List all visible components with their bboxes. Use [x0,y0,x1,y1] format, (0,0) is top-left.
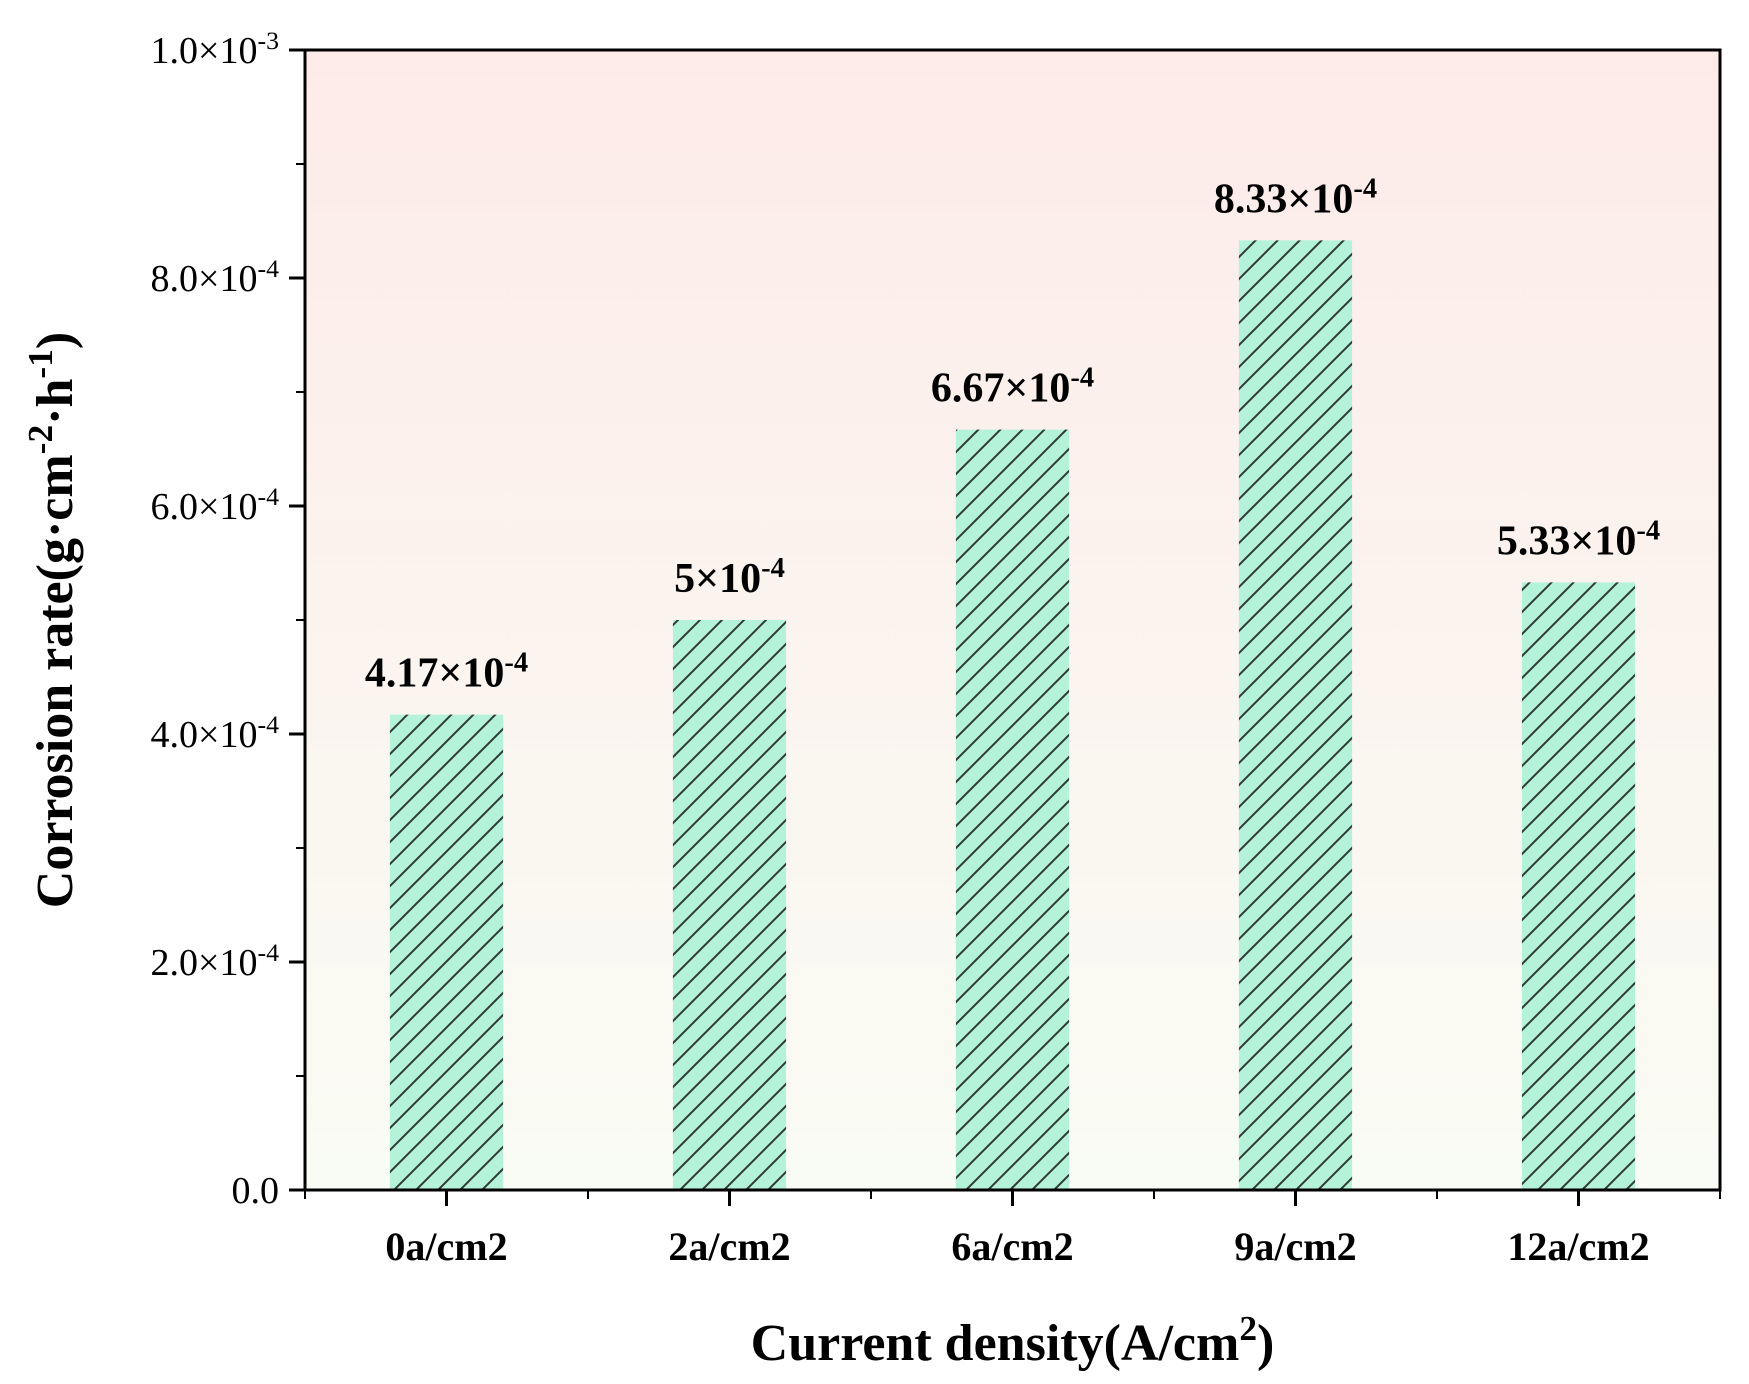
plot-frame [303,48,1722,1192]
y-axis-title: Corrosion rate(g·cm-2·h-1) [20,332,84,908]
y-tick-label-2: 2.0×10-4 [151,938,280,985]
y-tick-label-6: 1.0×10-3 [151,26,279,73]
y-tick-label-4: 6.0×10-4 [151,482,280,529]
data-label-5: 5.33×10-4 [1497,515,1660,565]
bars [389,240,1636,1190]
bar-2 [672,620,787,1190]
data-label-2: 5×10-4 [674,553,785,603]
bar-3 [955,429,1070,1190]
bar-1 [389,714,504,1190]
x-tick-label-4: 9a/cm2 [1234,1224,1356,1269]
data-label-1: 4.17×10-4 [365,647,528,697]
x-tick-label-3: 6a/cm2 [951,1224,1073,1269]
x-axis-title: Current density(A/cm2) [751,1308,1275,1372]
axes [289,48,1722,1206]
y-tick-label-3: 4.0×10-4 [151,710,280,757]
x-tick-label-2: 2a/cm2 [668,1224,790,1269]
x-tick-label-5: 12a/cm2 [1507,1224,1649,1269]
data-label-3: 6.67×10-4 [931,362,1094,412]
y-tick-label-1: 0.0 [232,1170,280,1212]
data-label-4: 8.33×10-4 [1214,173,1377,223]
x-tick-label-1: 0a/cm2 [385,1224,507,1269]
labels: 4.17×10-4 0a/cm2 5×10-4 2a/cm2 6.67×10-4 6a/c… [20,26,1660,1373]
bar-4 [1238,240,1353,1190]
y-tick-label-5: 8.0×10-4 [151,254,280,301]
bar-5 [1521,582,1636,1190]
